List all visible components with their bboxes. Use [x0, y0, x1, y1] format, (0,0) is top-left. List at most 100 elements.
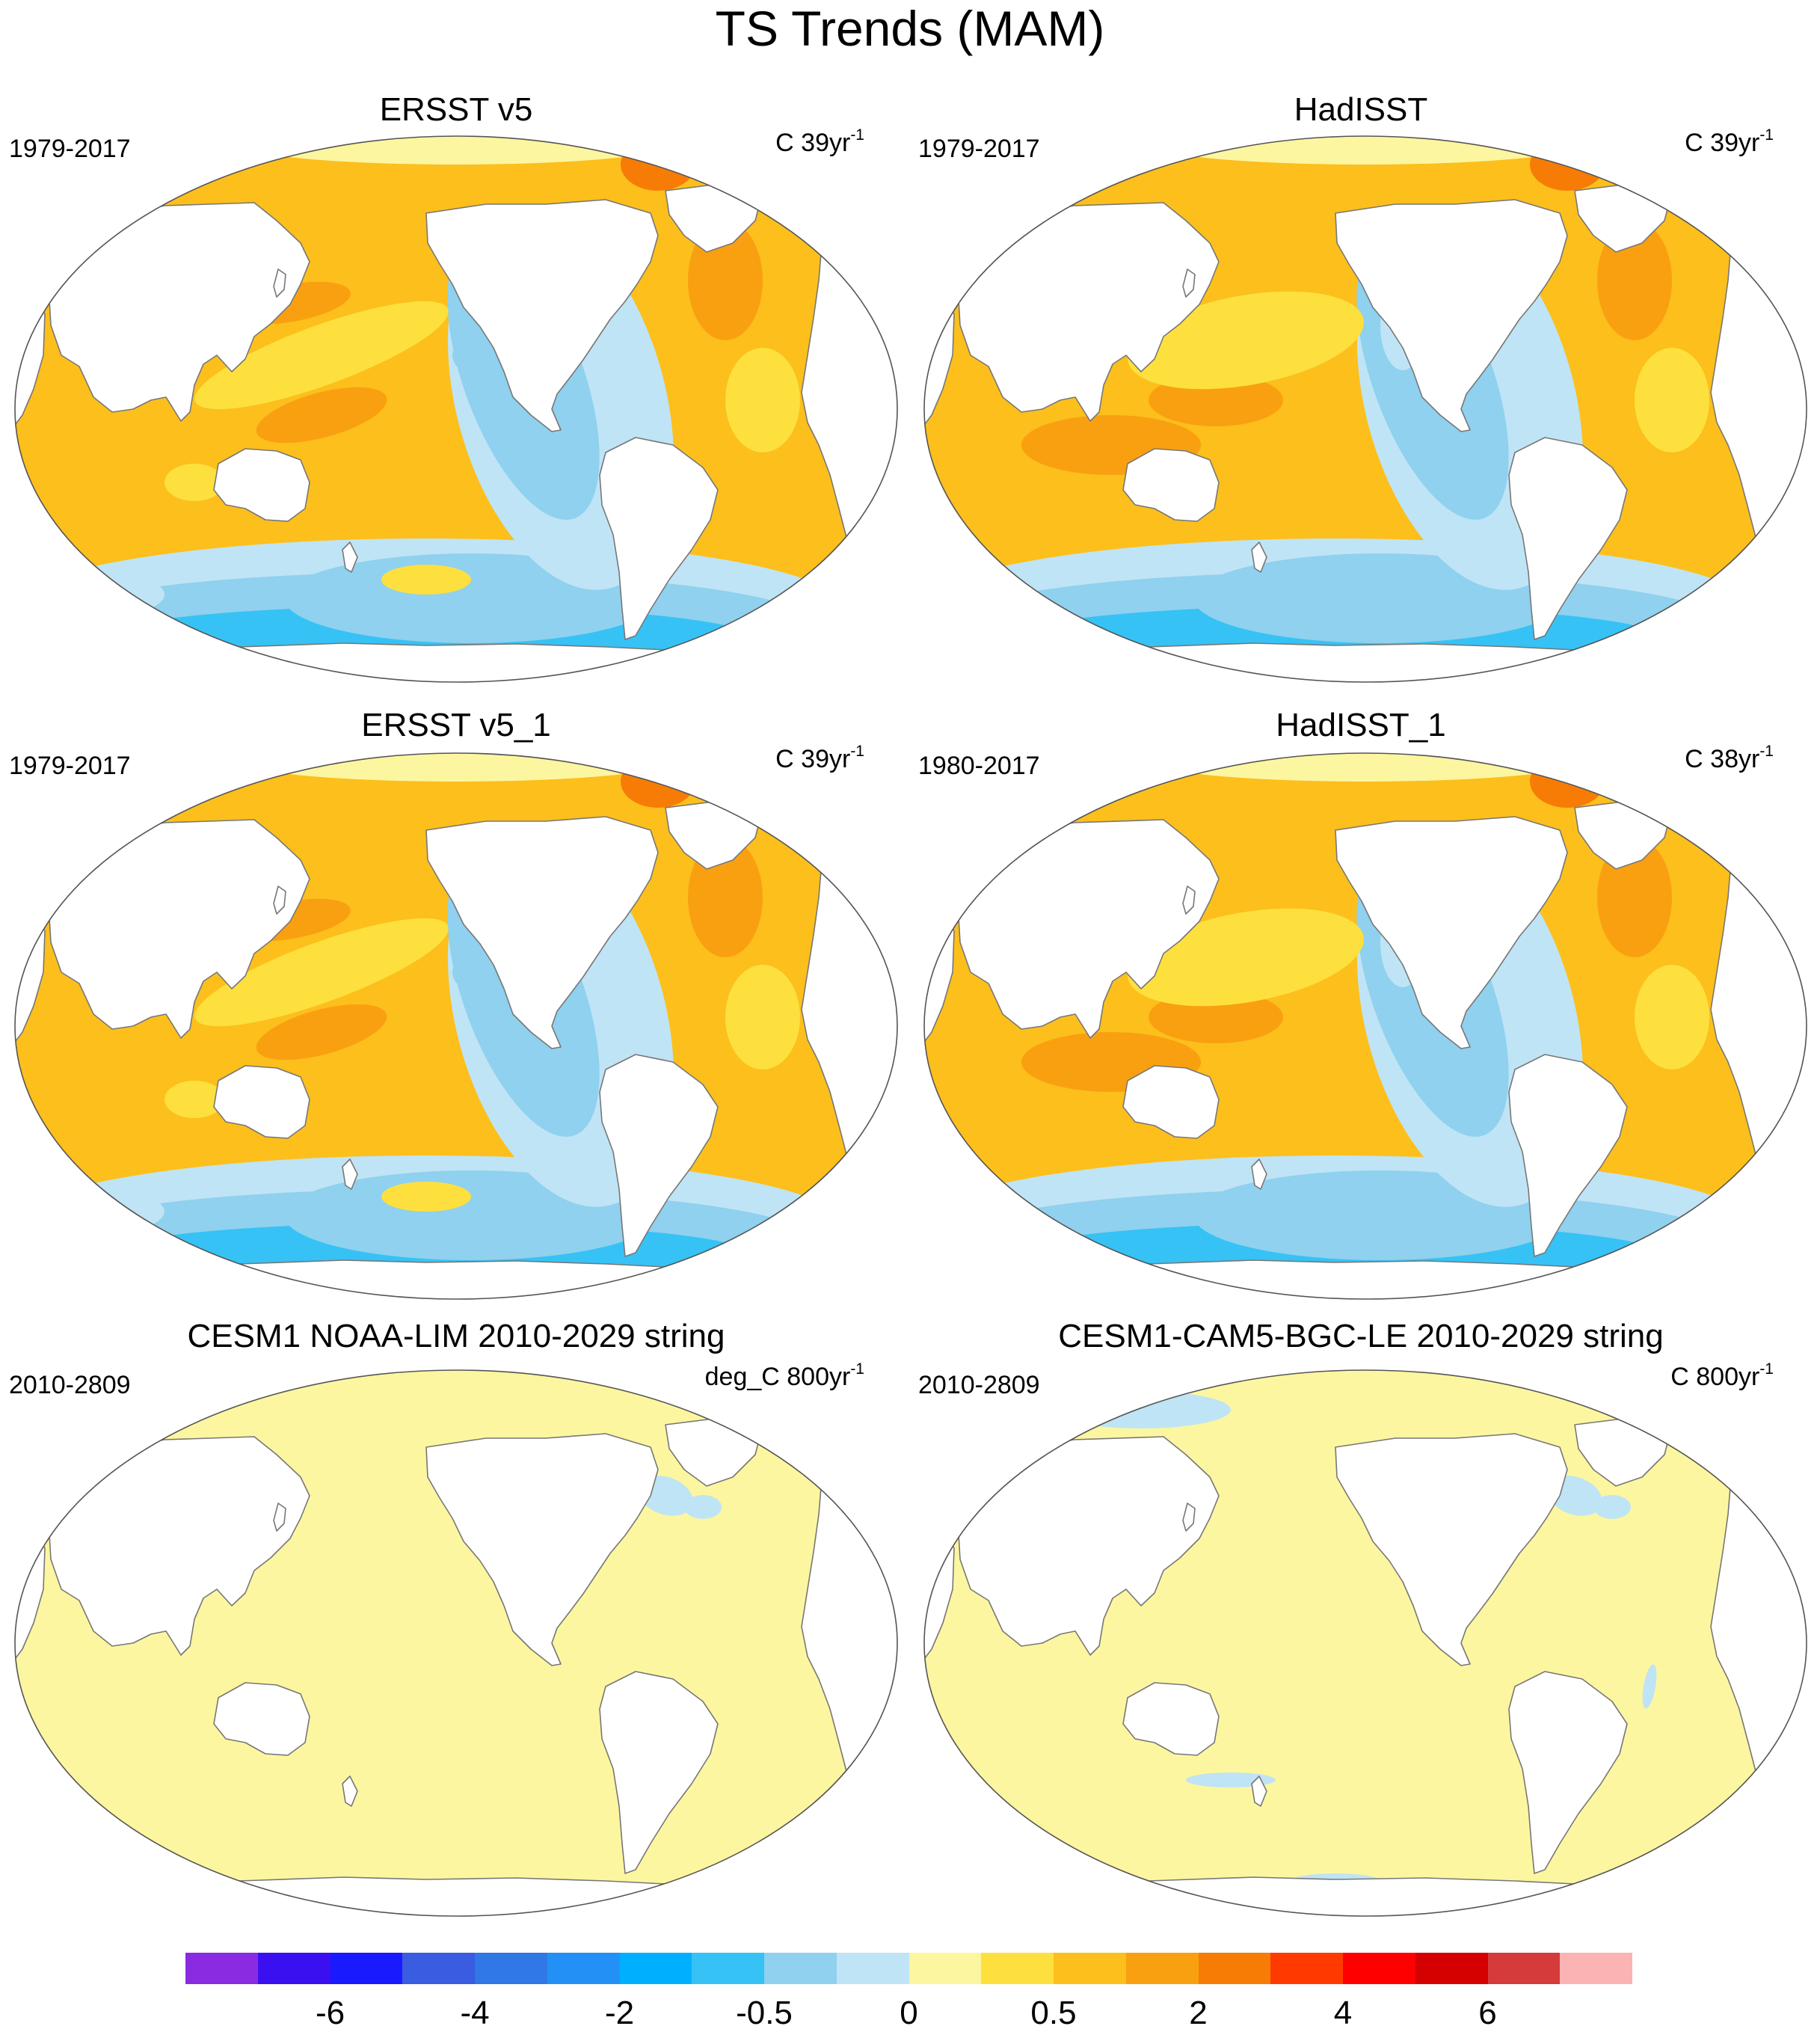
north-america-landmass [425, 1433, 659, 1666]
arctic-weak-warming [232, 753, 680, 782]
map-hadisst [923, 135, 1807, 683]
panel-units-cesm-lim: deg_C 800yr-1 [704, 1360, 864, 1391]
map-ersst [14, 135, 898, 683]
panel-period-ersst1: 1979-2017 [9, 752, 131, 780]
north-america-landmass [425, 199, 659, 432]
weak-warming [381, 565, 471, 595]
asia-landmass [48, 202, 310, 422]
colorbar-cell [692, 1953, 764, 1984]
south-america-landmass [1508, 437, 1628, 640]
arctic-strong-warming [1530, 138, 1605, 191]
panel-units-cesm-bgc: C 800yr-1 [1670, 1360, 1774, 1391]
colorbar-cell [1343, 1953, 1415, 1984]
panel-title-hadisst: HadISST [1294, 91, 1428, 128]
map-cesm-bgc [923, 1369, 1807, 1917]
colorbar-cell [981, 1953, 1054, 1984]
panel-period-cesm-bgc: 2010-2809 [918, 1371, 1040, 1399]
south-america-landmass [599, 1671, 719, 1874]
arctic-strong-warming [1003, 136, 1085, 162]
south-america-landmass [599, 437, 719, 640]
panel-period-ersst: 1979-2017 [9, 135, 131, 163]
panel-title-ersst1: ERSST v5_1 [361, 707, 551, 743]
asia-landmass [957, 202, 1220, 422]
colorbar-cell [1415, 1953, 1488, 1984]
colorbar-cell [1270, 1953, 1343, 1984]
ocean-field [15, 1370, 897, 1916]
panel-units-hadisst: C 39yr-1 [1685, 126, 1774, 157]
colorbar-cell [475, 1953, 547, 1984]
colorbar-cell [909, 1953, 982, 1984]
panel-title-cesm-lim: CESM1 NOAA-LIM 2010-2029 string [187, 1318, 725, 1354]
new-zealand-island [342, 541, 358, 573]
ocean-field [15, 753, 897, 1299]
map-border [14, 1369, 898, 1917]
colorbar-cell [185, 1953, 258, 1984]
colorbar-tick-label: 6 [1478, 1995, 1497, 2031]
panel-period-hadisst1: 1980-2017 [918, 752, 1040, 780]
panel-period-cesm-lim: 2010-2809 [9, 1371, 131, 1399]
panel-title-hadisst1: HadISST_1 [1276, 707, 1446, 743]
panel-title-cesm-bgc: CESM1-CAM5-BGC-LE 2010-2029 string [1058, 1318, 1664, 1354]
asia-landmass [48, 819, 310, 1039]
australia-landmass [213, 448, 310, 522]
new-zealand-island [1251, 541, 1267, 573]
weak-warming [381, 1182, 471, 1212]
ocean-field [924, 753, 1807, 1299]
colorbar-tick-label: -6 [315, 1995, 345, 2031]
japan-island [273, 268, 286, 298]
cooling-patch [1051, 1391, 1231, 1428]
arctic-strong-warming [1003, 753, 1085, 779]
map-border [14, 752, 898, 1300]
weak-warming [165, 1081, 224, 1118]
colorbar-cell [402, 1953, 475, 1984]
colorbar-tick-label: -4 [460, 1995, 490, 2031]
cooling-patch [30, 1189, 165, 1234]
colorbar-cell [1560, 1953, 1632, 1984]
colorbar-cell [1125, 1953, 1199, 1984]
atlantic-weak-warming [1635, 348, 1709, 452]
australia-landmass [1122, 1682, 1220, 1756]
arctic-strong-warming [93, 753, 176, 779]
colorbar-cell [1487, 1953, 1561, 1984]
japan-island [1182, 1502, 1196, 1532]
weak-warming [194, 301, 449, 410]
colorbar-tick-label: 4 [1333, 1995, 1353, 2031]
colorbar-tick-label: 2 [1189, 1995, 1208, 2031]
map-border [923, 135, 1807, 683]
north-america-landmass [1335, 816, 1568, 1049]
map-border [14, 135, 898, 683]
strong-warming [256, 387, 387, 443]
arctic-weak-warming [1141, 753, 1590, 782]
map-cesm-lim [14, 1369, 898, 1917]
north-america-landmass [425, 816, 659, 1049]
panel-units-hadisst1: C 38yr-1 [1685, 743, 1774, 773]
cooling-patch [30, 572, 165, 617]
colorbar-cell [330, 1953, 403, 1984]
arctic-strong-warming [621, 138, 695, 191]
new-zealand-island [1251, 1775, 1267, 1807]
arctic-strong-warming [621, 755, 695, 808]
panel-period-hadisst: 1979-2017 [918, 135, 1040, 163]
weak-warming [194, 918, 449, 1027]
panel-title-ersst: ERSST v5 [379, 91, 533, 128]
colorbar-cell [1054, 1953, 1126, 1984]
colorbar-cell [547, 1953, 620, 1984]
australia-landmass [213, 1682, 310, 1756]
map-ersst1 [14, 752, 898, 1300]
new-zealand-island [342, 1158, 358, 1190]
cooling-patch [684, 1495, 722, 1519]
atlantic-weak-warming [725, 348, 800, 452]
colorbar-tick-label: -2 [604, 1995, 635, 2031]
panel-units-ersst: C 39yr-1 [775, 126, 864, 157]
panel-units-ersst1: C 39yr-1 [775, 743, 864, 773]
south-america-landmass [599, 1054, 719, 1257]
map-hadisst1 [923, 752, 1807, 1300]
colorbar-tick-label: -0.5 [736, 1995, 793, 2031]
colorbar-tick-label: 0.5 [1030, 1995, 1077, 2031]
cooling-patch [1642, 1664, 1657, 1709]
australia-landmass [213, 1065, 310, 1139]
australia-landmass [1122, 1065, 1220, 1139]
colorbar-cell [764, 1953, 837, 1984]
north-america-landmass [1335, 199, 1568, 432]
colorbar-cell [836, 1953, 909, 1984]
